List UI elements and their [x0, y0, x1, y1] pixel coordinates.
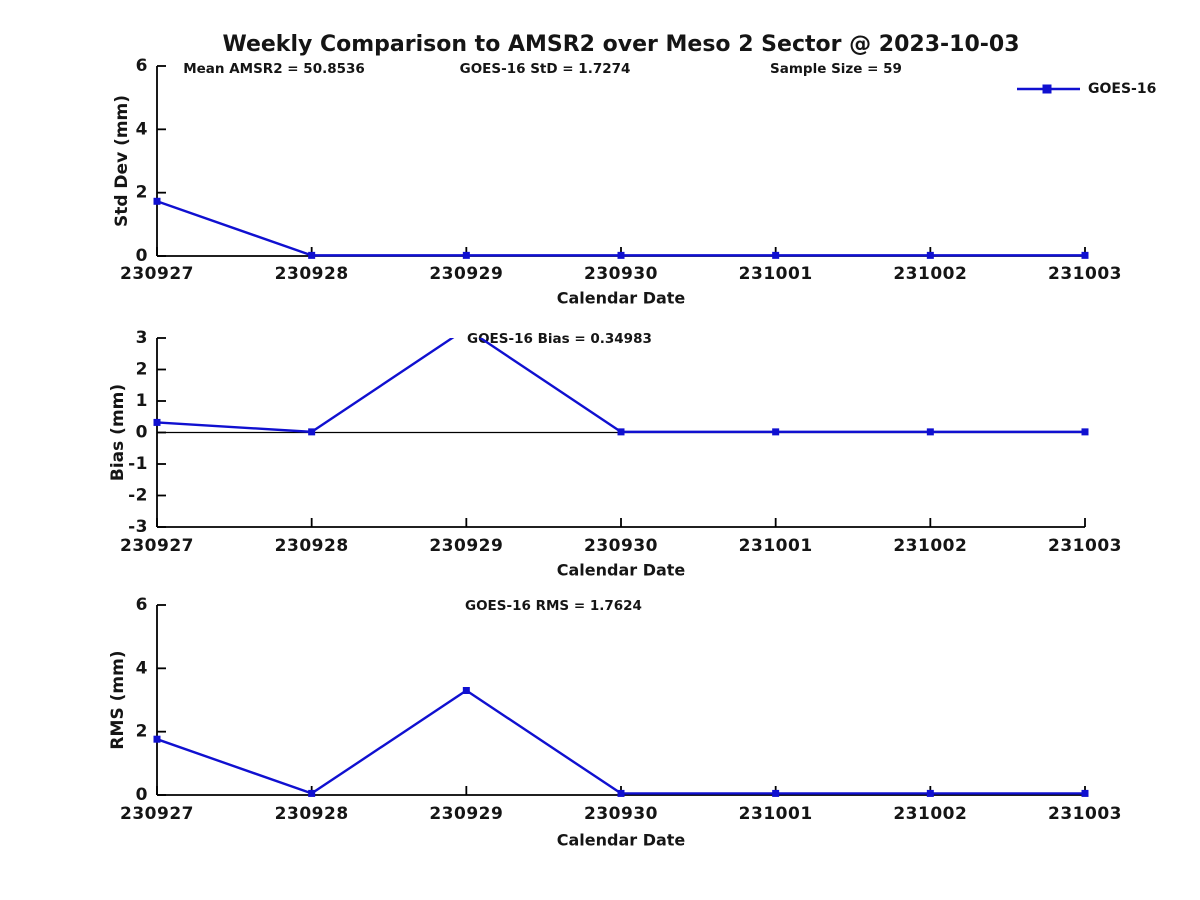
x-tick-label: 231001	[739, 536, 813, 556]
stat-annotation: GOES-16 Bias = 0.34983	[467, 331, 652, 347]
y-tick-label: 0	[136, 785, 148, 805]
data-point-marker	[617, 789, 625, 797]
x-tick-label: 230929	[429, 536, 503, 556]
y-tick-label: 1	[136, 391, 148, 411]
x-tick-label: 231001	[739, 804, 813, 824]
x-tick-label: 231002	[893, 536, 967, 556]
x-tick-label: 231003	[1048, 804, 1122, 824]
data-point-marker	[772, 428, 780, 436]
data-point-marker	[153, 735, 161, 743]
y-axis-title: Std Dev (mm)	[112, 95, 132, 227]
x-axis-title: Calendar Date	[557, 289, 686, 308]
data-point-marker	[772, 789, 780, 797]
x-tick-label: 230928	[275, 264, 349, 284]
data-point-marker	[926, 251, 934, 259]
y-tick-label: 4	[136, 119, 148, 139]
data-point-marker	[617, 251, 625, 259]
data-point-marker	[926, 428, 934, 436]
x-tick-label: 230928	[275, 536, 349, 556]
series-line	[156, 689, 1085, 795]
x-tick-label: 230930	[584, 264, 658, 284]
x-tick-label: 231002	[893, 804, 967, 824]
stat-annotation: GOES-16 RMS = 1.7624	[465, 598, 642, 614]
y-tick-label: -1	[128, 454, 148, 474]
data-point-marker	[772, 251, 780, 259]
y-tick-label: 2	[136, 360, 148, 380]
stat-annotation: GOES-16 StD = 1.7274	[460, 61, 631, 77]
y-tick-label: 2	[136, 183, 148, 203]
data-point-marker	[1081, 789, 1089, 797]
x-axis-title: Calendar Date	[557, 561, 686, 580]
x-tick-label: 230927	[120, 536, 194, 556]
data-point-marker	[1081, 251, 1089, 259]
data-point-marker	[308, 251, 316, 259]
y-tick-label: -3	[128, 517, 148, 537]
x-tick-label: 230930	[584, 536, 658, 556]
x-tick-label: 230927	[120, 804, 194, 824]
data-point-marker	[308, 789, 316, 797]
figure-title: Weekly Comparison to AMSR2 over Meso 2 S…	[222, 32, 1020, 57]
data-point-marker	[462, 687, 470, 694]
y-tick-label: 6	[136, 595, 148, 615]
y-tick-label: 0	[136, 423, 148, 443]
y-tick-label: 3	[136, 328, 148, 348]
data-point-marker	[308, 428, 316, 436]
x-tick-label: 231003	[1048, 264, 1122, 284]
y-tick-label: 2	[136, 722, 148, 742]
y-axis-title: Bias (mm)	[108, 384, 128, 481]
data-point-marker	[926, 789, 934, 797]
x-tick-label: 230930	[584, 804, 658, 824]
y-tick-label: 0	[136, 246, 148, 266]
data-point-marker	[1081, 428, 1089, 436]
x-tick-label: 230929	[429, 264, 503, 284]
legend-label: GOES-16	[1088, 81, 1156, 97]
x-tick-label: 230928	[275, 804, 349, 824]
x-tick-label: 231001	[739, 264, 813, 284]
y-tick-label: -2	[128, 486, 148, 506]
stat-annotation: Sample Size = 59	[770, 61, 902, 77]
data-point-marker	[462, 251, 470, 259]
data-point-marker	[153, 197, 161, 205]
legend-marker	[1042, 84, 1052, 94]
x-axis-title: Calendar Date	[557, 831, 686, 850]
y-tick-label: 4	[136, 658, 148, 678]
y-tick-label: 6	[136, 56, 148, 76]
stat-annotation: Mean AMSR2 = 50.8536	[183, 61, 365, 77]
data-point-marker	[617, 428, 625, 436]
data-point-marker	[153, 418, 161, 426]
y-axis-title: RMS (mm)	[108, 650, 128, 749]
x-tick-label: 230927	[120, 264, 194, 284]
x-tick-label: 231003	[1048, 536, 1122, 556]
x-tick-label: 231002	[893, 264, 967, 284]
x-tick-label: 230929	[429, 804, 503, 824]
